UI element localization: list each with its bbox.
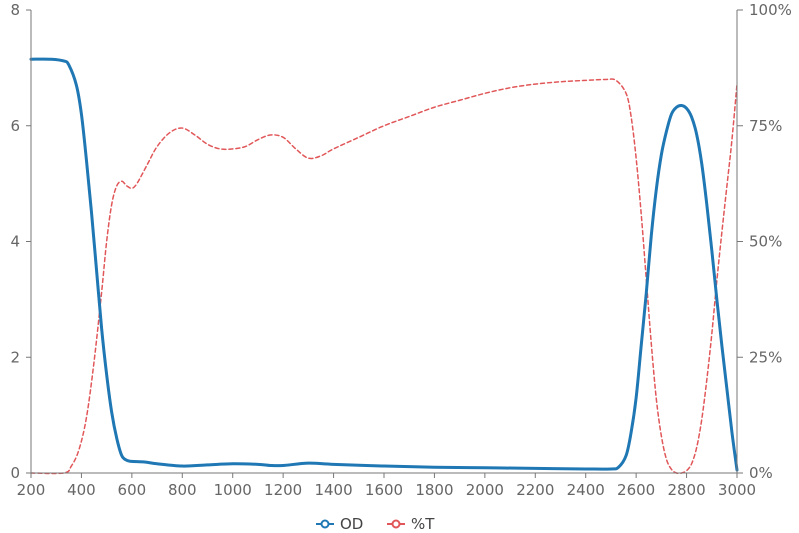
- x-tick-label: 1600: [365, 481, 403, 499]
- y-tick-label: 0: [10, 464, 20, 482]
- y-tick-label: 6: [10, 117, 20, 135]
- x-tick-label: 1400: [314, 481, 352, 499]
- y2-tick-label: 75%: [749, 117, 782, 135]
- y2-tick-label: 0%: [749, 464, 773, 482]
- x-tick-label: 600: [118, 481, 147, 499]
- x-tick-label: 200: [17, 481, 46, 499]
- legend-item-transmittance[interactable]: %T: [387, 515, 435, 533]
- x-tick-label: 2600: [617, 481, 655, 499]
- x-tick-label: 400: [67, 481, 96, 499]
- y-tick-label: 2: [10, 348, 20, 366]
- x-tick-label: 3000: [718, 481, 756, 499]
- legend-marker-od: [320, 519, 330, 529]
- x-tick-label: 1200: [264, 481, 302, 499]
- x-tick-label: 2400: [567, 481, 605, 499]
- y2-tick-label: 50%: [749, 233, 782, 251]
- y-tick-label: 4: [10, 233, 20, 251]
- x-tick-label: 2800: [667, 481, 705, 499]
- x-tick-label: 2200: [516, 481, 554, 499]
- x-tick-label: 1000: [214, 481, 252, 499]
- plot-area: [29, 57, 739, 475]
- legend: OD %T: [316, 515, 435, 533]
- legend-label-transmittance: %T: [411, 515, 435, 533]
- x-tick-label: 800: [168, 481, 197, 499]
- y2-tick-label: 100%: [749, 1, 792, 19]
- series-line-transmittance: [30, 78, 738, 475]
- x-tick-label: 1800: [415, 481, 453, 499]
- series-line-od: [29, 57, 739, 472]
- legend-marker-transmittance: [391, 519, 401, 529]
- axes: 200 400 600 800 1000 1200 1400 1600 1800 2000 2200…: [10, 1, 791, 499]
- y2-tick-label: 25%: [749, 348, 782, 366]
- x-tick-label: 2000: [466, 481, 504, 499]
- y-tick-label: 8: [10, 1, 20, 19]
- legend-label-od: OD: [340, 515, 363, 533]
- legend-item-od[interactable]: OD: [316, 515, 363, 533]
